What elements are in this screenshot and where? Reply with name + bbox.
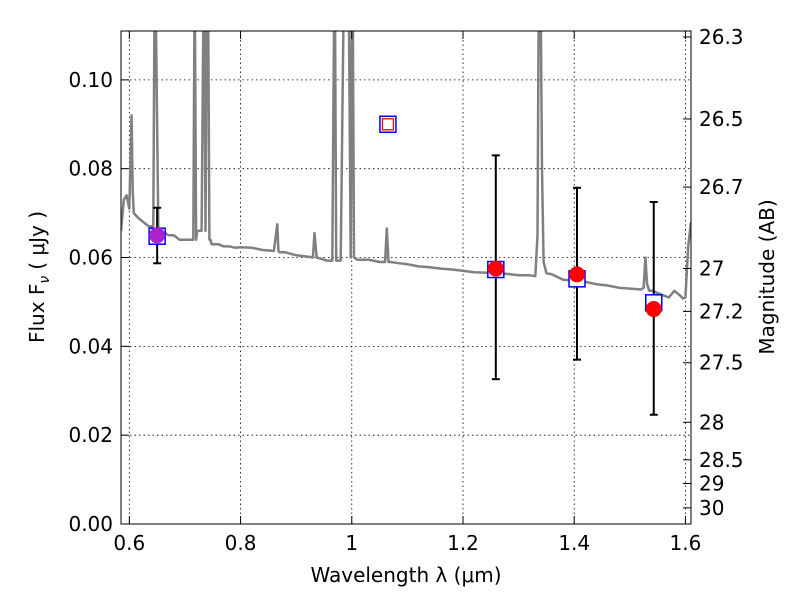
y2-tick-label: 27.5 — [699, 351, 744, 375]
x-tick-label: 1.4 — [558, 531, 590, 555]
data-markers — [148, 115, 663, 318]
y-axis-label-unit: ( μJy ) — [25, 211, 49, 270]
y2-tick-label: 26.7 — [699, 175, 744, 199]
y2-tick-label: 29 — [699, 471, 724, 495]
y2-axis-label: Magnitude (AB) — [755, 199, 779, 354]
y2-tick-label: 28 — [699, 410, 724, 434]
observed-point — [149, 227, 166, 244]
observed-point — [645, 301, 662, 318]
y2-tick-label: 28.5 — [699, 448, 744, 472]
y2-tick-label: 27.2 — [699, 299, 744, 323]
y-tick-label: 0.04 — [68, 334, 113, 358]
y2-tick-label: 30 — [699, 496, 724, 520]
y-axis-label-subscript: ν — [37, 276, 53, 284]
observed-point — [487, 260, 504, 277]
y2-tick-label: 26.3 — [699, 25, 744, 49]
observed-point — [569, 266, 585, 283]
x-tick-label: 1.2 — [447, 531, 479, 555]
axis-ticks: 0.6 0.8 1 1.2 1.4 1.6 0.00 0.02 0.04 0.06 0.08 0.10… — [68, 25, 743, 555]
y-tick-label: 0.10 — [68, 68, 113, 92]
x-tick-label: 0.8 — [225, 531, 257, 555]
y-tick-label: 0.02 — [68, 423, 113, 447]
x-tick-label: 0.6 — [113, 531, 145, 555]
y-axis-label: Flux Fν ( μJy ) — [25, 211, 53, 343]
y2-tick-label: 27 — [699, 256, 724, 280]
x-tick-label: 1 — [345, 531, 358, 555]
x-axis-label: Wavelength λ (μm) — [310, 563, 501, 587]
x-tick-label: 1.6 — [670, 531, 702, 555]
y-tick-label: 0.08 — [68, 157, 113, 181]
plot-frame — [120, 30, 692, 525]
inner-square-point — [381, 118, 395, 131]
y2-tick-label: 26.5 — [699, 107, 744, 131]
y-tick-label: 0.00 — [68, 512, 113, 536]
model-point — [379, 115, 397, 134]
y-axis-label-main: Flux F — [25, 284, 49, 343]
y-tick-label: 0.06 — [68, 246, 113, 270]
